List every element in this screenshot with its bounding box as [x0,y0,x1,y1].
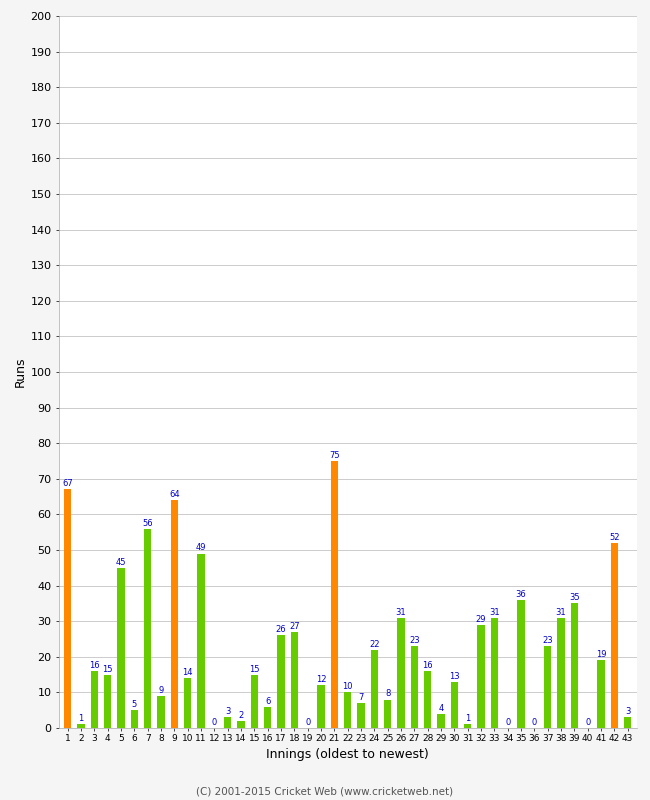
Text: 16: 16 [89,661,100,670]
Text: 23: 23 [542,636,553,645]
Text: (C) 2001-2015 Cricket Web (www.cricketweb.net): (C) 2001-2015 Cricket Web (www.cricketwe… [196,786,454,796]
Text: 45: 45 [116,558,126,566]
Bar [344,693,352,728]
Bar [251,674,258,728]
Bar [144,529,151,728]
Text: 5: 5 [132,700,137,709]
Text: 0: 0 [305,718,311,727]
Text: 31: 31 [396,607,406,617]
Bar [171,500,178,728]
Text: 8: 8 [385,690,391,698]
Text: 0: 0 [585,718,590,727]
Text: 19: 19 [596,650,606,659]
Text: 3: 3 [625,707,630,716]
Text: 15: 15 [103,665,113,674]
Text: 22: 22 [369,640,380,649]
Bar [118,568,125,728]
Bar [358,703,365,728]
Bar [291,632,298,728]
Bar [544,646,551,728]
Text: 29: 29 [476,614,486,624]
Text: 0: 0 [532,718,537,727]
Bar [331,461,338,728]
Text: 15: 15 [249,665,260,674]
Bar [198,554,205,728]
Bar [571,603,578,728]
Bar [517,600,525,728]
Bar [624,718,631,728]
Text: 7: 7 [358,693,364,702]
Bar [237,721,245,728]
Text: 2: 2 [239,711,244,720]
Text: 10: 10 [343,682,353,691]
Text: 0: 0 [212,718,217,727]
Text: 56: 56 [142,518,153,527]
Text: 9: 9 [159,686,164,695]
Bar [397,618,405,728]
Bar [64,490,72,728]
Text: 75: 75 [329,451,340,460]
Bar [77,725,85,728]
Bar [370,650,378,728]
Text: 64: 64 [169,490,180,499]
Text: 14: 14 [183,668,193,677]
Bar [184,678,192,728]
Bar [157,696,165,728]
Y-axis label: Runs: Runs [13,357,26,387]
Text: 16: 16 [422,661,433,670]
Bar [424,671,432,728]
Bar [477,625,485,728]
Text: 67: 67 [62,479,73,489]
Text: 35: 35 [569,594,580,602]
Text: 3: 3 [225,707,231,716]
X-axis label: Innings (oldest to newest): Innings (oldest to newest) [266,748,429,761]
Text: 4: 4 [439,704,444,713]
Text: 12: 12 [316,675,326,684]
Bar [384,699,391,728]
Bar [264,706,272,728]
Bar [491,618,498,728]
Text: 13: 13 [449,672,460,681]
Bar [278,635,285,728]
Text: 23: 23 [409,636,420,645]
Bar [411,646,418,728]
Text: 52: 52 [609,533,619,542]
Text: 31: 31 [556,607,566,617]
Bar [597,660,604,728]
Text: 36: 36 [515,590,526,598]
Bar [104,674,112,728]
Bar [557,618,565,728]
Text: 26: 26 [276,626,287,634]
Bar [131,710,138,728]
Text: 1: 1 [79,714,84,723]
Bar [224,718,231,728]
Bar [610,543,618,728]
Text: 31: 31 [489,607,500,617]
Bar [437,714,445,728]
Bar [91,671,98,728]
Text: 49: 49 [196,543,207,553]
Bar [317,686,325,728]
Text: 27: 27 [289,622,300,631]
Bar [450,682,458,728]
Text: 6: 6 [265,697,270,706]
Text: 0: 0 [505,718,510,727]
Bar [464,725,471,728]
Text: 1: 1 [465,714,471,723]
